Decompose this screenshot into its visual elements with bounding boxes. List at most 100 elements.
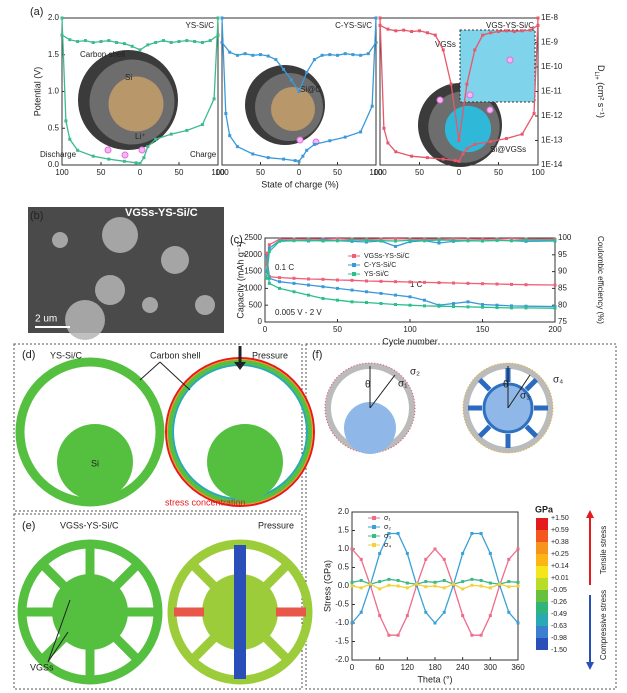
point — [146, 43, 150, 47]
colorbar-band — [536, 602, 548, 614]
point — [387, 583, 391, 587]
x-tick-label: 100 — [211, 168, 225, 177]
point — [336, 239, 339, 243]
point — [536, 16, 540, 20]
y-tick-label: 0.5 — [48, 123, 60, 132]
point — [394, 237, 397, 241]
y-tick-label: 2500 — [244, 233, 262, 242]
li-ion — [104, 146, 112, 154]
point — [312, 142, 316, 146]
x-tick-label: 240 — [456, 663, 470, 672]
point — [297, 90, 301, 93]
point — [350, 584, 354, 588]
panel-label: (f) — [312, 349, 322, 361]
point — [489, 139, 493, 143]
point — [488, 586, 492, 590]
point — [386, 27, 390, 31]
point — [489, 31, 493, 35]
x-tick-label: 100 — [373, 168, 387, 177]
point — [408, 238, 412, 242]
x-tick-label: 100 — [55, 168, 69, 177]
point — [451, 582, 455, 586]
point — [466, 281, 470, 285]
point — [278, 276, 281, 280]
particle — [195, 295, 215, 315]
y-tick-label: 1500 — [244, 267, 262, 276]
point — [336, 298, 339, 302]
point — [292, 290, 296, 294]
x-axis-label: Cycle number — [382, 336, 438, 346]
particle — [52, 232, 68, 248]
x-tick-label: 0 — [297, 168, 302, 177]
point — [264, 258, 268, 262]
colorbar-band — [536, 626, 548, 638]
point — [433, 33, 437, 37]
x-tick-label: 360 — [511, 663, 525, 672]
particle — [102, 217, 138, 253]
colorbar-label: -0.49 — [551, 611, 567, 618]
point — [516, 621, 520, 625]
legend-label: σ₂ — [384, 524, 391, 531]
y-tick-label: 0.0 — [48, 160, 60, 169]
point — [553, 306, 557, 310]
diagram-text: Pressure — [258, 520, 294, 530]
point — [224, 112, 228, 116]
point — [76, 39, 80, 43]
pointer — [47, 599, 71, 663]
point — [365, 240, 368, 244]
point — [60, 16, 64, 20]
x-tick-label: 0 — [263, 325, 268, 334]
annotation: Discharge — [40, 150, 77, 159]
point — [293, 159, 297, 163]
point — [365, 290, 368, 294]
point — [449, 82, 453, 86]
point — [396, 578, 400, 582]
point — [251, 53, 255, 57]
arrow-head — [586, 510, 594, 518]
point — [343, 52, 347, 56]
point — [497, 30, 500, 34]
point — [378, 16, 382, 20]
colorbar-band — [536, 566, 548, 578]
point — [208, 39, 212, 43]
point — [267, 243, 271, 247]
point — [301, 154, 305, 158]
point — [408, 295, 412, 299]
point — [470, 577, 474, 581]
x-tick-label: 0 — [457, 168, 462, 177]
arrow-head — [234, 362, 246, 370]
point — [481, 33, 485, 37]
f-core — [344, 402, 396, 454]
point — [466, 305, 470, 309]
panel-label: (d) — [22, 349, 35, 361]
y-tick-label: 0.0 — [338, 581, 350, 590]
y-axis-label: Stress (GPa) — [322, 560, 332, 612]
point — [481, 282, 484, 286]
x-tick-label: 50 — [415, 168, 424, 177]
colorbar-label: +0.59 — [551, 527, 569, 534]
point — [368, 582, 372, 586]
point — [510, 237, 513, 241]
point — [307, 238, 310, 242]
diagram-text: Pressure — [252, 350, 288, 360]
x-tick-label: 300 — [484, 663, 498, 672]
point — [481, 237, 484, 241]
x-tick-label: 60 — [375, 663, 384, 672]
point — [350, 278, 354, 282]
panel-label: (b) — [30, 210, 43, 222]
y2-tick-label: 85 — [558, 284, 567, 293]
diagram-text: σ₁ — [398, 379, 408, 390]
diagram-text: Carbon shell — [150, 350, 201, 360]
point — [466, 239, 470, 243]
point — [378, 23, 382, 27]
point — [374, 41, 378, 44]
point — [378, 551, 382, 555]
y2-tick-label: 1E-12 — [541, 111, 563, 120]
legend-label: VGSs-YS-Si/C — [364, 253, 410, 260]
colorbar-label: -0.98 — [551, 635, 567, 642]
particle — [161, 246, 189, 274]
point — [386, 141, 390, 145]
point — [267, 249, 271, 253]
colorbar-note: Compressive stress — [599, 590, 608, 660]
point — [266, 156, 270, 160]
